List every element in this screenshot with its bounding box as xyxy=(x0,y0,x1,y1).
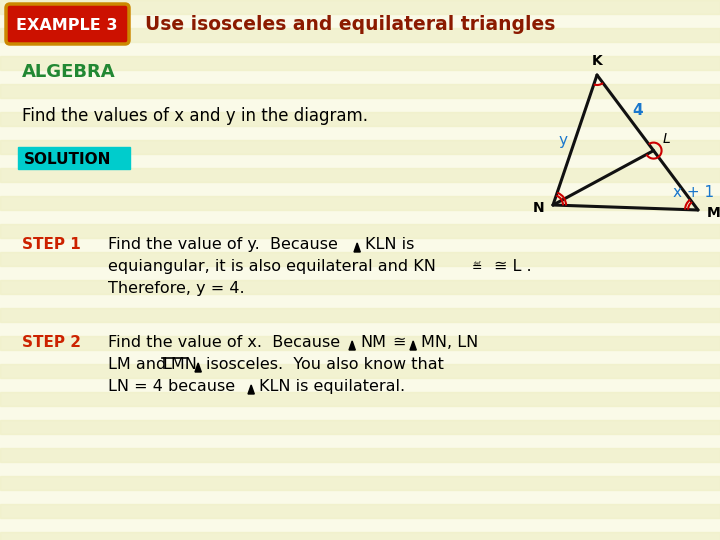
Text: ≝: ≝ xyxy=(472,261,482,274)
Text: KLN is equilateral.: KLN is equilateral. xyxy=(259,379,405,394)
Text: 4: 4 xyxy=(632,103,642,118)
Text: y: y xyxy=(559,132,567,147)
Text: Find the values of x and y in the diagram.: Find the values of x and y in the diagra… xyxy=(22,107,368,125)
Bar xyxy=(0,252,720,266)
Bar xyxy=(0,392,720,406)
Text: STEP 1: STEP 1 xyxy=(22,237,81,252)
Text: ≅ L .: ≅ L . xyxy=(494,259,531,274)
Text: N: N xyxy=(532,201,544,215)
Text: Find the value of y.  Because: Find the value of y. Because xyxy=(108,237,338,252)
Text: isosceles.  You also know that: isosceles. You also know that xyxy=(206,357,444,372)
Text: SOLUTION: SOLUTION xyxy=(24,152,112,167)
Bar xyxy=(0,504,720,518)
Bar xyxy=(0,336,720,350)
Bar xyxy=(0,224,720,238)
Bar xyxy=(0,280,720,294)
Text: EXAMPLE 3: EXAMPLE 3 xyxy=(17,17,118,32)
Bar xyxy=(0,112,720,126)
Bar xyxy=(0,364,720,378)
Bar xyxy=(0,532,720,540)
Bar xyxy=(18,147,130,169)
Polygon shape xyxy=(195,363,202,372)
Bar xyxy=(0,56,720,70)
Bar xyxy=(0,420,720,434)
Polygon shape xyxy=(410,341,416,350)
Bar xyxy=(0,196,720,210)
Text: equiangular, it is also equilateral and KN: equiangular, it is also equilateral and … xyxy=(108,259,436,274)
Text: LN = 4 because: LN = 4 because xyxy=(108,379,235,394)
Text: STEP 2: STEP 2 xyxy=(22,335,81,350)
Bar xyxy=(0,476,720,490)
Text: NM: NM xyxy=(360,335,386,350)
Text: x + 1: x + 1 xyxy=(673,185,714,200)
Bar xyxy=(0,0,720,14)
Bar xyxy=(0,168,720,182)
Text: MN, LN: MN, LN xyxy=(421,335,478,350)
Polygon shape xyxy=(248,385,254,394)
Text: ALGEBRA: ALGEBRA xyxy=(22,63,116,81)
FancyBboxPatch shape xyxy=(6,4,129,44)
Text: Therefore, y = 4.: Therefore, y = 4. xyxy=(108,281,245,296)
Text: L: L xyxy=(662,132,670,146)
Text: LMN: LMN xyxy=(162,357,197,372)
Text: KLN is: KLN is xyxy=(365,237,415,252)
Text: M: M xyxy=(707,206,720,220)
Polygon shape xyxy=(349,341,355,350)
Text: K: K xyxy=(592,54,603,68)
Bar xyxy=(0,448,720,462)
Bar xyxy=(0,84,720,98)
Bar xyxy=(0,28,720,42)
Bar xyxy=(0,308,720,322)
Polygon shape xyxy=(354,243,360,252)
Text: Use isosceles and equilateral triangles: Use isosceles and equilateral triangles xyxy=(145,16,555,35)
Text: LM and: LM and xyxy=(108,357,166,372)
Text: Find the value of x.  Because: Find the value of x. Because xyxy=(108,335,340,350)
Bar xyxy=(0,140,720,154)
Text: ≅: ≅ xyxy=(392,335,405,350)
